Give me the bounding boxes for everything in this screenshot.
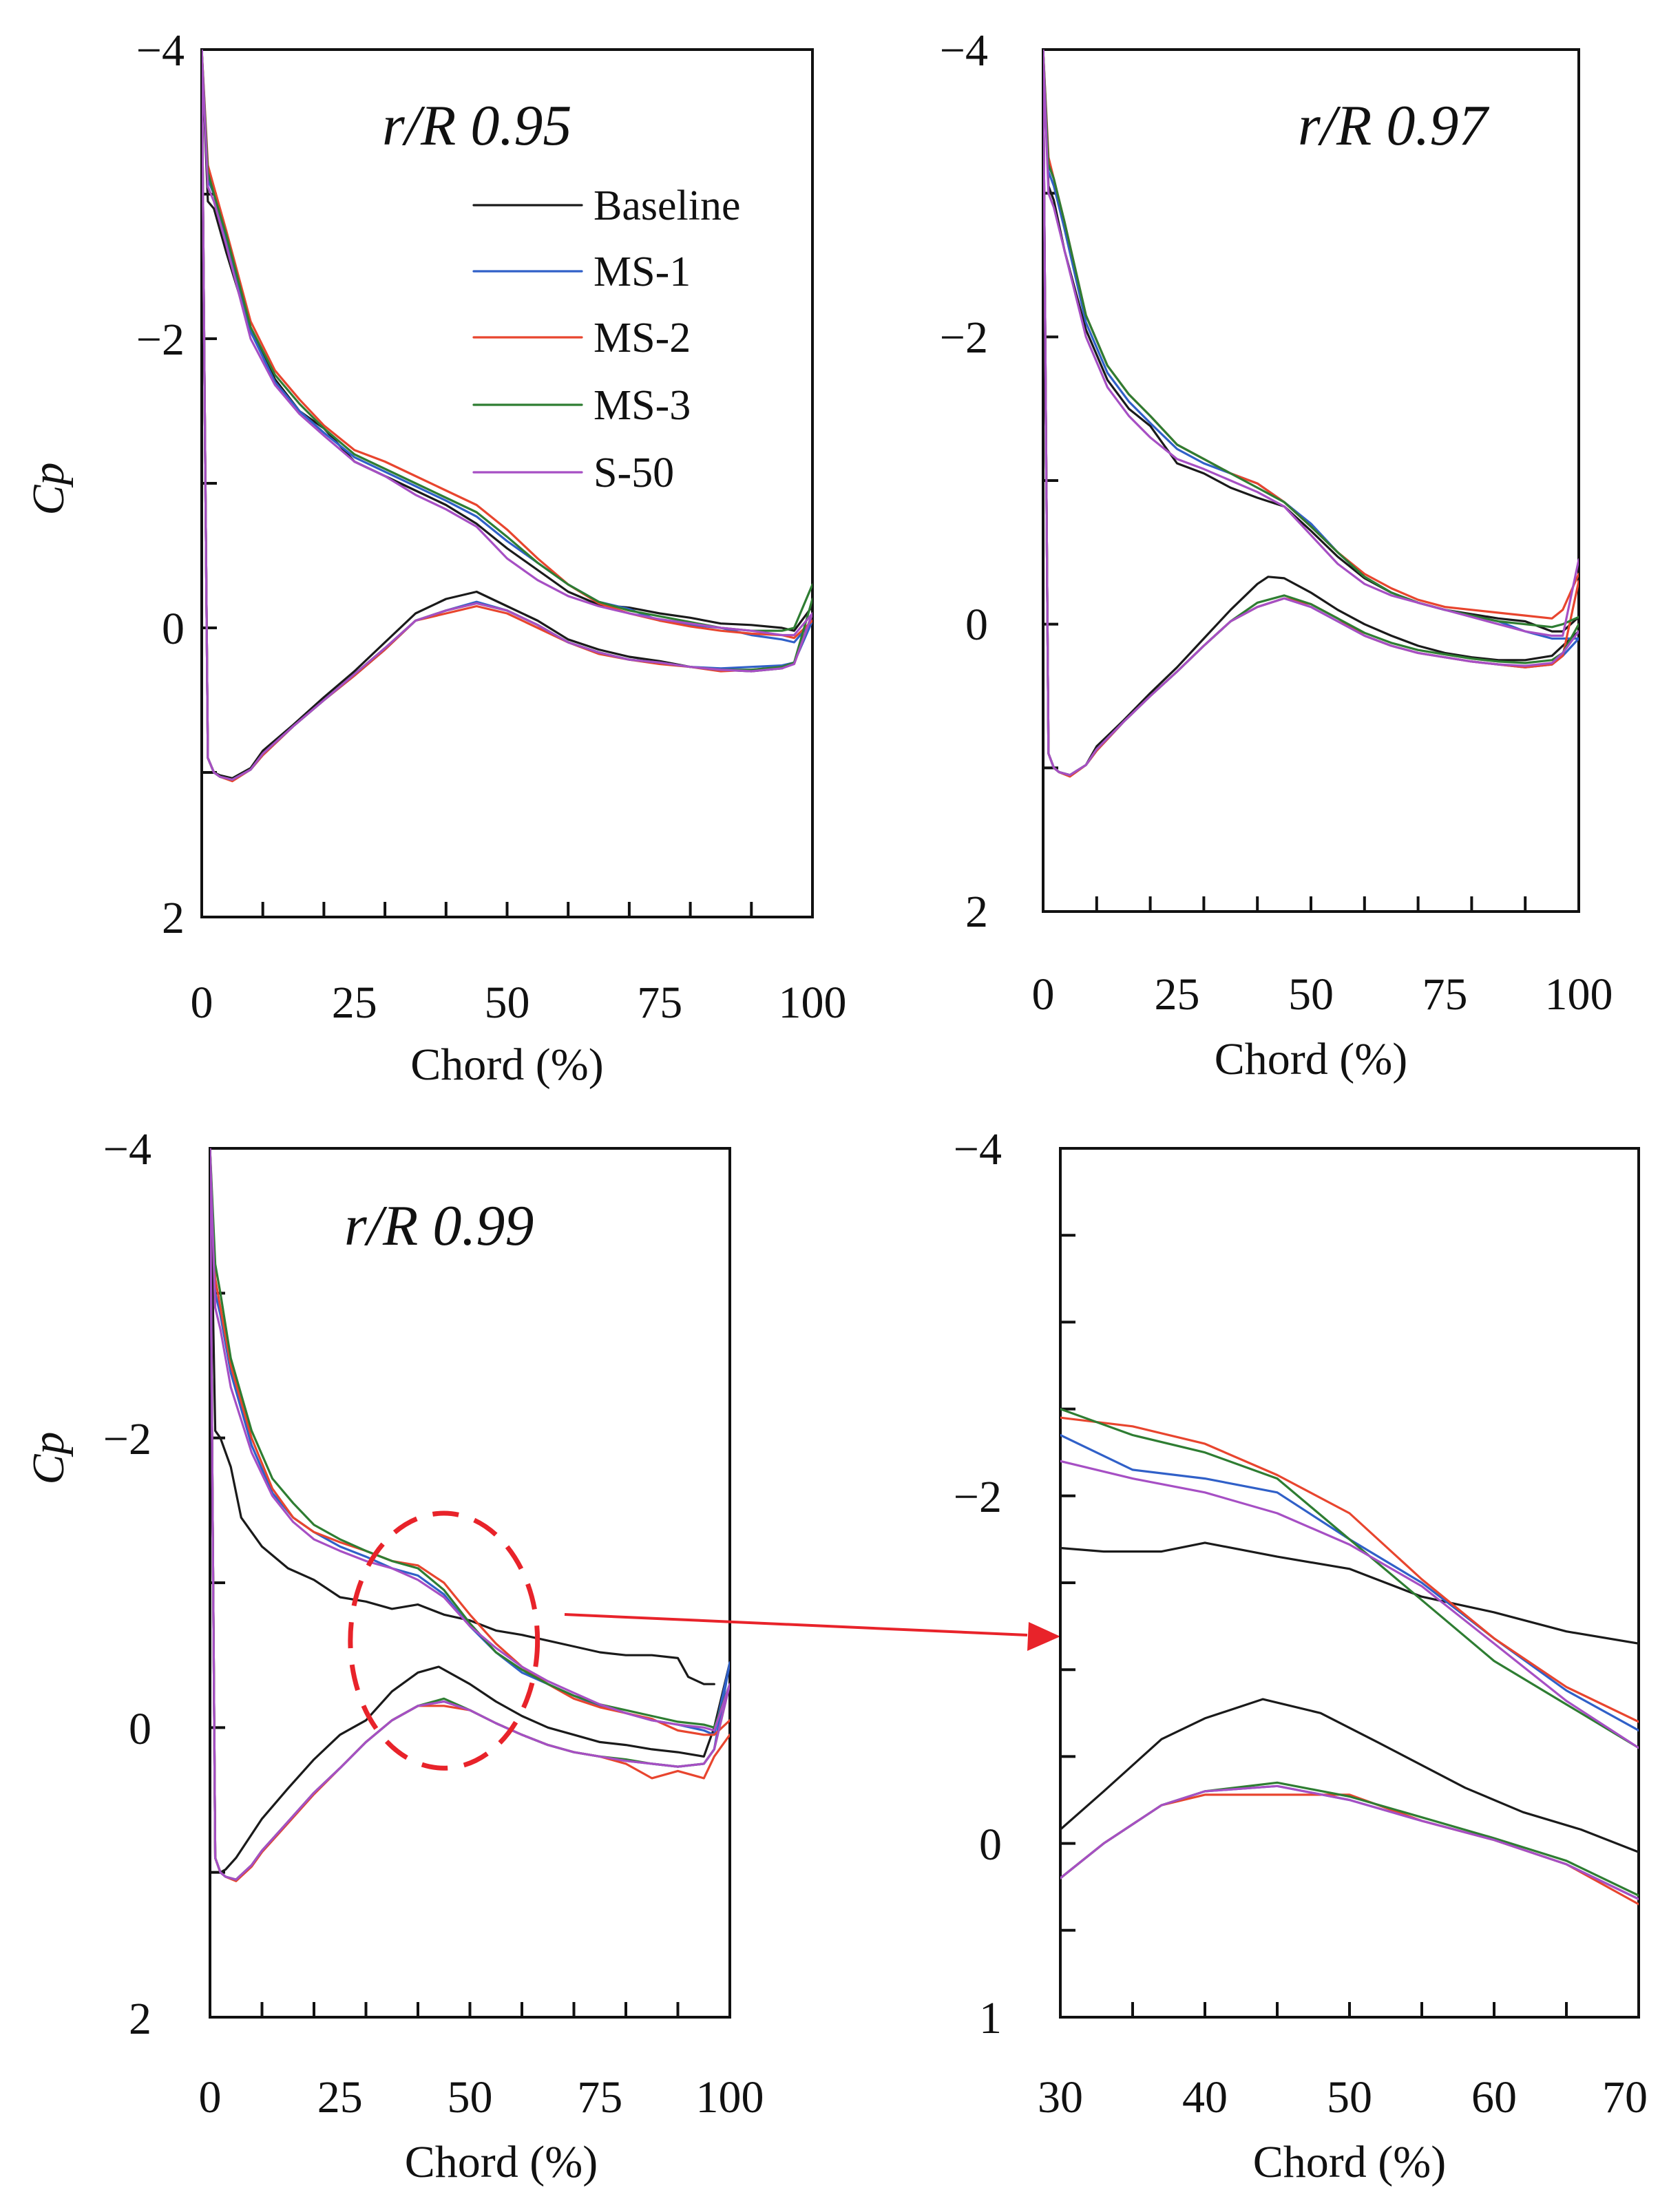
p2-panel-title: r/R 0.97	[1298, 94, 1489, 158]
p2-ytick-label: 0	[965, 600, 988, 650]
legend: Baseline MS-1 MS-2 MS-3 S-50	[472, 182, 741, 496]
p1-xtick-label: 50	[485, 978, 530, 1028]
legend-label: Baseline	[594, 182, 741, 229]
series-s-50-lower	[210, 1148, 730, 1881]
p1-panel-title: r/R 0.95	[382, 94, 571, 158]
p2-plot-frame	[1042, 48, 1580, 913]
p3-series	[210, 1148, 730, 1882]
p4-ytick-label: −4	[954, 1124, 1002, 1175]
p1-ytick-label: −2	[136, 315, 185, 365]
legend-label: MS-1	[594, 249, 691, 295]
p1-xtick-label: 100	[779, 978, 847, 1028]
p3-y-axis-title: Cp	[23, 1431, 74, 1484]
p4-series	[1060, 1407, 1639, 1906]
panel-r-r-0-95: −4 −2 0 2 0 25 50 75 100 Chord (%) Cp r/…	[23, 25, 847, 1090]
p2-xtick-label: 100	[1545, 969, 1613, 1020]
panel-zoom: −4 −2 0 1 30 40 50 60 70 Chord (%)	[954, 1124, 1648, 2187]
p3-xtick-label: 25	[317, 2072, 363, 2123]
p3-panel-title: r/R 0.99	[344, 1194, 534, 1258]
legend-label: S-50	[594, 450, 674, 496]
p4-xtick-label: 70	[1602, 2072, 1648, 2123]
series-ms-1-lower	[1043, 50, 1579, 777]
p2-ytick-label: −4	[940, 25, 988, 76]
p4-xtick-label: 60	[1471, 2072, 1517, 2123]
p1-xtick-label: 0	[191, 978, 213, 1028]
p1-ticks	[200, 48, 814, 918]
p4-plot-frame	[1059, 1147, 1640, 2019]
p4-x-axis-title: Chord (%)	[1253, 2137, 1446, 2187]
series-baseline-lower	[1043, 50, 1579, 777]
series-baseline-upper	[210, 1148, 715, 1685]
p2-xtick-label: 75	[1422, 969, 1468, 1020]
p3-ytick-label: 2	[129, 1994, 151, 2044]
series-ms-3-lower	[1043, 50, 1579, 777]
p2-ytick-label: 2	[965, 887, 988, 937]
p1-x-axis-title: Chord (%)	[410, 1040, 603, 1090]
series-ms-3-upper	[1060, 1407, 1639, 1749]
series-s-50-upper	[202, 50, 812, 637]
series-s-50-upper	[210, 1148, 730, 1732]
p3-xtick-label: 100	[696, 2072, 764, 2123]
p1-xtick-label: 25	[332, 978, 377, 1028]
p3-xtick-label: 50	[448, 2072, 493, 2123]
p4-ytick-label: 0	[979, 1820, 1002, 1870]
p3-plot-frame	[209, 1147, 731, 2019]
p3-ticks	[209, 1147, 731, 2019]
series-ms-2-upper	[210, 1148, 730, 1736]
p2-xtick-label: 50	[1288, 969, 1334, 1020]
zoom-arrow	[564, 1613, 1060, 1651]
series-baseline-lower	[210, 1148, 730, 1874]
p3-ytick-label: −4	[103, 1124, 151, 1175]
p2-xtick-label: 0	[1032, 969, 1055, 1020]
zoom-arrow-line	[564, 1613, 1028, 1636]
p4-xtick-label: 30	[1038, 2072, 1083, 2123]
p1-series	[202, 50, 812, 783]
p3-x-axis-title: Chord (%)	[405, 2137, 598, 2187]
series-s-50-upper	[1043, 50, 1579, 638]
p3-xtick-label: 75	[577, 2072, 622, 2123]
series-baseline-upper	[1060, 1541, 1639, 1645]
series-s-50-lower	[202, 50, 812, 781]
series-ms-3-upper	[210, 1148, 730, 1729]
p1-y-axis-title: Cp	[23, 462, 74, 515]
panel-r-r-0-97: −4 −2 0 2 0 25 50 75 100 Chord (%) r/R 0…	[940, 25, 1613, 1084]
p3-xtick-label: 0	[199, 2072, 222, 2123]
p1-ytick-label: 0	[162, 604, 185, 654]
p2-series	[1043, 50, 1579, 778]
p4-xtick-label: 50	[1327, 2072, 1372, 2123]
p2-x-axis-title: Chord (%)	[1215, 1034, 1407, 1084]
series-ms-1-upper	[1060, 1433, 1639, 1732]
p4-ytick-label: −2	[954, 1472, 1002, 1522]
p2-ytick-label: −2	[940, 313, 988, 363]
series-ms-2-lower	[202, 50, 812, 783]
series-baseline-lower	[1060, 1698, 1639, 1853]
p4-ticks	[1059, 1147, 1640, 2019]
p1-xtick-label: 75	[637, 978, 682, 1028]
p2-ticks	[1042, 48, 1580, 913]
legend-label: MS-3	[594, 382, 691, 429]
p1-ytick-label: 2	[162, 893, 185, 943]
p4-ytick-label: 1	[979, 1993, 1002, 2043]
series-ms-2-upper	[1060, 1416, 1639, 1723]
zoom-arrow-head	[1027, 1622, 1060, 1651]
series-s-50-upper	[1060, 1460, 1639, 1749]
p2-xtick-label: 25	[1155, 969, 1200, 1020]
p1-ytick-label: −4	[136, 25, 185, 76]
p4-xtick-label: 40	[1182, 2072, 1228, 2123]
p1-plot-frame	[200, 48, 814, 918]
series-s-50-lower	[1060, 1784, 1639, 1900]
series-s-50-lower	[1043, 50, 1579, 777]
series-ms-2-upper	[202, 50, 812, 640]
p3-ytick-label: 0	[129, 1704, 151, 1754]
series-ms-2-lower	[1060, 1793, 1639, 1906]
highlight-ellipse	[348, 1510, 540, 1771]
series-ms-3-upper	[1043, 50, 1579, 629]
series-ms-2-lower	[1043, 50, 1579, 778]
panel-r-r-0-99: −4 −2 0 2 0 25 50 75 100 Chord (%) Cp r/…	[23, 1124, 764, 2187]
p3-ytick-label: −2	[103, 1414, 151, 1464]
series-ms-1-lower	[1060, 1784, 1639, 1900]
legend-label: MS-2	[594, 315, 691, 361]
